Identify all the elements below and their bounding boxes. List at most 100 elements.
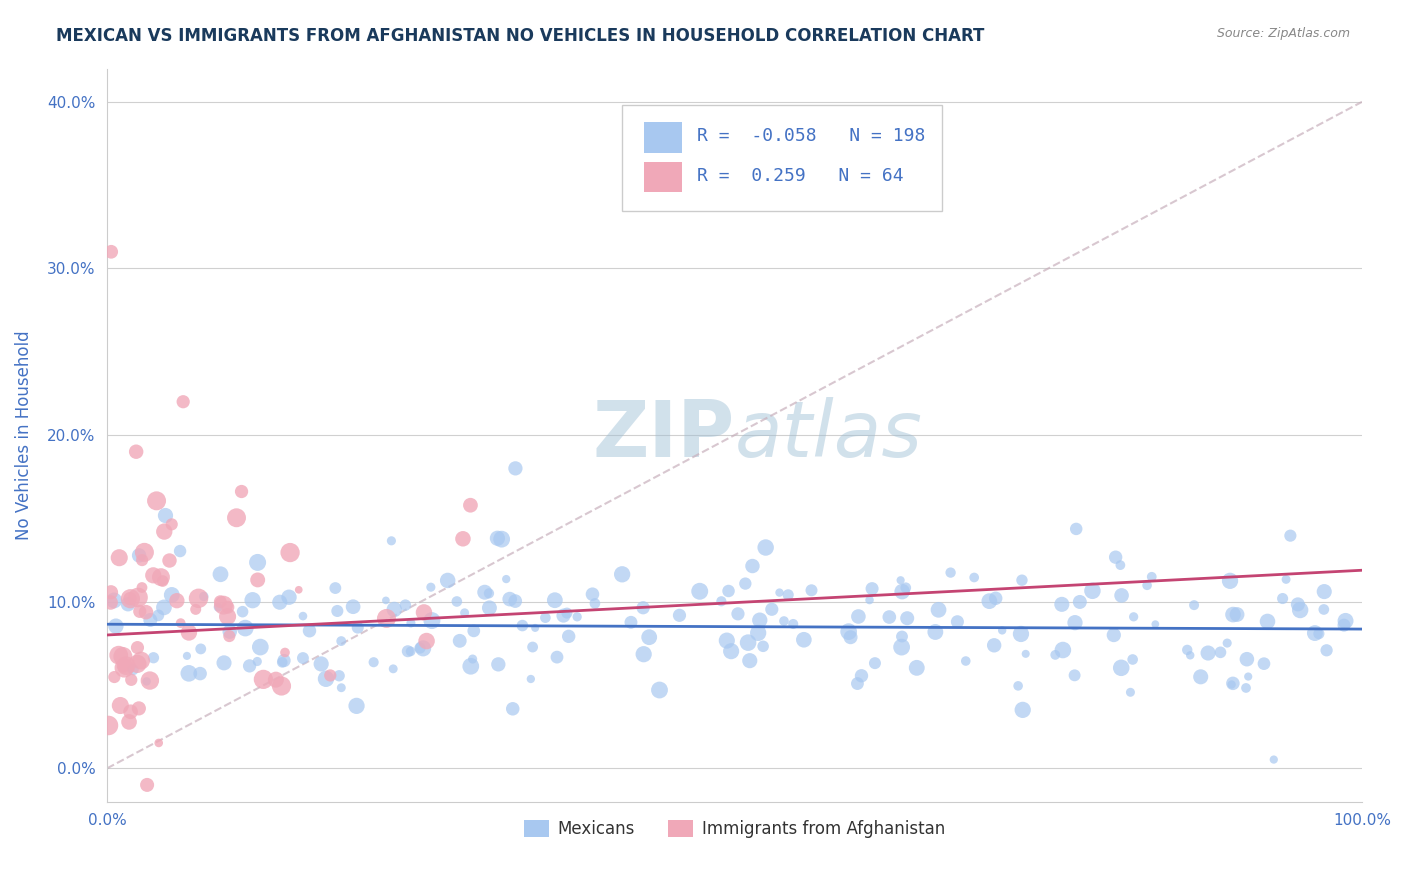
FancyBboxPatch shape bbox=[621, 105, 942, 211]
Point bbox=[148, 608, 170, 623]
Point bbox=[1140, 570, 1163, 584]
Point bbox=[710, 594, 733, 608]
Point bbox=[648, 683, 671, 698]
Point bbox=[1197, 646, 1219, 660]
Point bbox=[139, 673, 162, 688]
Point bbox=[117, 597, 139, 611]
Point bbox=[374, 593, 396, 607]
FancyBboxPatch shape bbox=[644, 161, 682, 193]
Point bbox=[453, 606, 475, 620]
Point bbox=[1081, 583, 1104, 598]
Point bbox=[524, 621, 547, 635]
Point bbox=[136, 778, 159, 792]
Point bbox=[1119, 685, 1142, 699]
Point bbox=[891, 630, 914, 644]
Point bbox=[1180, 648, 1202, 663]
Point bbox=[546, 650, 568, 665]
Point bbox=[1313, 602, 1336, 616]
Point bbox=[1104, 550, 1126, 565]
Point bbox=[160, 588, 183, 602]
Point bbox=[463, 624, 485, 638]
Point bbox=[1286, 598, 1309, 612]
Point bbox=[278, 591, 301, 605]
Point bbox=[491, 532, 513, 546]
Point bbox=[160, 517, 183, 532]
Point bbox=[983, 638, 1005, 652]
Point bbox=[246, 556, 269, 570]
Point bbox=[177, 625, 200, 640]
Point bbox=[396, 644, 419, 658]
Point bbox=[232, 605, 254, 619]
Point bbox=[979, 594, 1001, 608]
Point bbox=[190, 641, 212, 656]
Point bbox=[169, 616, 191, 631]
Point bbox=[755, 541, 778, 555]
Point bbox=[1109, 661, 1132, 675]
Text: R =  0.259   N = 64: R = 0.259 N = 64 bbox=[697, 168, 904, 186]
Point bbox=[1102, 628, 1125, 642]
Point bbox=[420, 614, 443, 628]
Point bbox=[1234, 681, 1257, 695]
Point bbox=[274, 646, 297, 660]
Point bbox=[1063, 668, 1085, 682]
Point bbox=[1253, 657, 1275, 671]
Point bbox=[1316, 643, 1339, 657]
Point bbox=[131, 553, 153, 567]
Point bbox=[946, 615, 969, 629]
Point bbox=[118, 714, 141, 729]
Point bbox=[139, 613, 162, 627]
Text: MEXICAN VS IMMIGRANTS FROM AFGHANISTAN NO VEHICLES IN HOUSEHOLD CORRELATION CHAR: MEXICAN VS IMMIGRANTS FROM AFGHANISTAN N… bbox=[56, 27, 984, 45]
Point bbox=[1279, 529, 1302, 543]
Point bbox=[1271, 591, 1294, 606]
Point bbox=[1263, 753, 1285, 767]
Point bbox=[217, 600, 239, 615]
Point bbox=[939, 566, 962, 580]
Point bbox=[505, 461, 527, 475]
Point bbox=[1334, 614, 1357, 628]
Point bbox=[278, 545, 301, 559]
Point bbox=[246, 573, 269, 587]
Point bbox=[1333, 618, 1355, 632]
Point bbox=[891, 584, 914, 599]
Point bbox=[984, 591, 1007, 606]
Point bbox=[419, 580, 441, 594]
Point bbox=[129, 654, 152, 668]
Point bbox=[120, 591, 142, 606]
Point bbox=[955, 654, 977, 668]
Point bbox=[218, 629, 240, 643]
Point bbox=[436, 574, 458, 588]
Point bbox=[520, 672, 543, 686]
Point bbox=[689, 584, 711, 599]
Point bbox=[218, 624, 240, 639]
Point bbox=[103, 670, 125, 684]
Point bbox=[103, 593, 125, 607]
Point bbox=[363, 655, 385, 669]
Point bbox=[125, 444, 148, 458]
Point bbox=[382, 662, 405, 676]
Point bbox=[773, 614, 796, 628]
Point bbox=[142, 650, 165, 665]
Point bbox=[346, 621, 368, 635]
Point bbox=[851, 669, 873, 683]
Point bbox=[264, 673, 287, 687]
Point bbox=[1216, 636, 1239, 650]
Point bbox=[838, 624, 860, 639]
Point bbox=[120, 673, 142, 687]
Point bbox=[499, 592, 522, 607]
Point bbox=[761, 602, 783, 616]
Point bbox=[460, 498, 482, 512]
Point bbox=[153, 524, 176, 539]
Point bbox=[110, 698, 132, 713]
Point bbox=[768, 585, 790, 599]
Point bbox=[315, 672, 337, 686]
Point bbox=[478, 586, 501, 600]
Point bbox=[747, 625, 769, 640]
Point bbox=[1303, 626, 1326, 640]
Point bbox=[134, 545, 156, 559]
Point bbox=[610, 567, 633, 582]
Point bbox=[172, 394, 194, 409]
Point bbox=[1122, 609, 1144, 624]
Point bbox=[1050, 598, 1073, 612]
Point bbox=[860, 582, 883, 596]
Point bbox=[131, 581, 153, 595]
